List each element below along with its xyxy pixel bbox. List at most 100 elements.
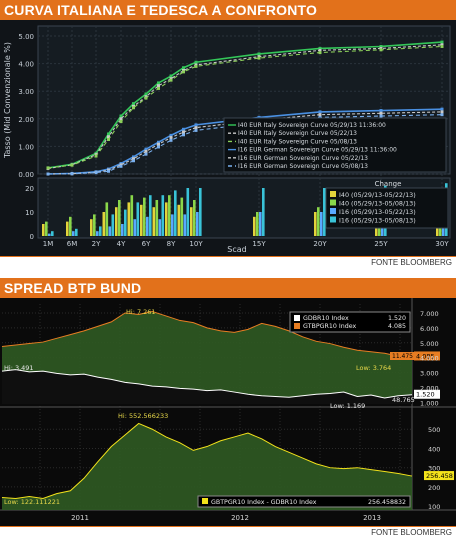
change-bar	[51, 231, 54, 236]
change-bar	[320, 212, 323, 236]
x-tick-label: 2Y	[92, 240, 101, 248]
spread-line	[1, 422, 413, 499]
curve-point	[144, 92, 148, 96]
change-bar	[69, 216, 72, 236]
curve-point	[46, 172, 50, 176]
curve-point	[157, 86, 160, 90]
curve-point	[157, 140, 160, 144]
x-tick-label: 10Y	[189, 240, 203, 248]
change-bar	[174, 190, 177, 236]
change-y-tick: 20	[25, 185, 34, 193]
legend-label: I40 EUR Italy Sovereign Curve 05/22/13	[238, 130, 357, 137]
change-bar	[90, 219, 93, 236]
change-legend-swatch	[330, 191, 336, 197]
annotation: 48.765	[392, 396, 415, 404]
curve-point	[379, 109, 383, 113]
x-tick-label: 8Y	[167, 240, 176, 248]
curve-point	[318, 51, 322, 55]
change-bar	[124, 209, 127, 236]
change-legend-label: I40 (05/29/13-05/22/13)	[339, 191, 416, 199]
spread-value-tag	[424, 471, 454, 481]
curve-point	[379, 48, 383, 52]
legend-label: I16 EUR German Sovereign Curve 05/22/13	[238, 155, 368, 162]
change-bar	[259, 212, 262, 236]
curve-point	[318, 115, 322, 119]
y-tick-label-upper: 5.000	[420, 340, 439, 348]
annotation: Hi: 7.261	[126, 308, 156, 316]
spread-legend	[197, 495, 411, 508]
change-legend-swatch	[330, 216, 336, 223]
change-legend	[325, 187, 449, 229]
y-tick-label: 2.00	[18, 116, 34, 124]
change-bar	[66, 221, 69, 236]
curve-point	[107, 135, 110, 139]
legend-value: 4.085	[388, 323, 406, 330]
curve-point	[440, 113, 444, 117]
bottom-source: FONTE BLOOMBERG	[0, 526, 456, 541]
y-tick-label: 3.00	[18, 88, 34, 96]
bund-line	[1, 369, 413, 399]
legend-label: GDBR10 Index	[303, 315, 349, 322]
change-bar	[161, 195, 165, 236]
annotation: Low: 1.169	[330, 402, 365, 410]
curve-point	[318, 46, 322, 50]
change-bar	[45, 221, 48, 236]
curve-point	[107, 138, 110, 141]
y-tick-label-upper: 2.000	[420, 385, 439, 393]
change-legend-label: I16 (05/29/13-05/22/13)	[339, 208, 416, 216]
legend-label: I16 EUR German Sovereign Curve 05/08/13	[238, 163, 368, 170]
change-legend-swatch	[330, 208, 336, 214]
change-bar	[193, 200, 196, 236]
legend-label: I16 EUR German Sovereign Curve 05/29/13 …	[238, 147, 397, 154]
y-tick-label-lower: 300	[428, 465, 440, 473]
bottom-header: SPREAD BTP BUND	[0, 278, 456, 298]
change-bar	[99, 226, 102, 236]
bund-value: 1.520	[416, 391, 435, 399]
curve-point	[440, 43, 444, 47]
curve-point	[379, 44, 383, 48]
change-bar	[317, 207, 320, 236]
y-tick-label-lower: 500	[428, 426, 440, 434]
change-bar	[75, 228, 78, 236]
curve-point	[257, 56, 261, 60]
change-bar	[152, 207, 156, 236]
curve-point	[194, 126, 198, 130]
legend-label: GBTPGR10 Index - GDBR10 Index	[211, 499, 317, 506]
x-tick-label: 6M	[67, 240, 78, 248]
curve-point	[194, 64, 198, 68]
curve-point	[119, 117, 123, 121]
x-tick-label: 1M	[43, 240, 54, 248]
curve-point	[70, 163, 74, 167]
legend-value: 1.520	[388, 315, 406, 322]
change-bar	[323, 188, 326, 236]
change-bar	[186, 188, 190, 236]
curve-point	[132, 106, 135, 110]
legend-label: GTBPGR10 Index	[303, 323, 356, 330]
top-source: FONTE BLOOMBERG	[0, 256, 456, 269]
btp-value: 4.085	[416, 352, 435, 360]
btp-value-tag	[414, 351, 440, 361]
curve-point	[182, 133, 185, 137]
change-bar	[256, 212, 259, 236]
change-bar	[168, 195, 171, 236]
x-tick-label: 30Y	[435, 240, 449, 248]
yield-curve-chart: 0.00 1.00 2.00 3.00 4.00 5.00 0 10 20 1M 6M 2Y 4Y 6…	[0, 20, 456, 256]
curve-point	[94, 154, 98, 158]
curve-point	[119, 164, 123, 168]
y-tick-label-upper: 1.000	[420, 400, 439, 408]
change-bar	[108, 226, 112, 236]
change-bar	[165, 202, 168, 236]
x-tick-label: 20Y	[313, 240, 327, 248]
x-axis-label: Scad	[227, 245, 246, 254]
curve-point	[257, 52, 261, 56]
spread-value: 256.458	[426, 472, 453, 480]
curve-point	[157, 81, 160, 85]
curve-point	[144, 149, 148, 153]
change-y-tick: 10	[25, 209, 34, 217]
change-bar	[183, 214, 187, 236]
curve-point	[157, 84, 160, 88]
change-bar	[180, 197, 184, 236]
change-bar	[158, 219, 162, 236]
spread-panel: Hi: 7.261 Hi: 3.491 11.475 Low: 3.764 Low: 1…	[0, 298, 456, 526]
